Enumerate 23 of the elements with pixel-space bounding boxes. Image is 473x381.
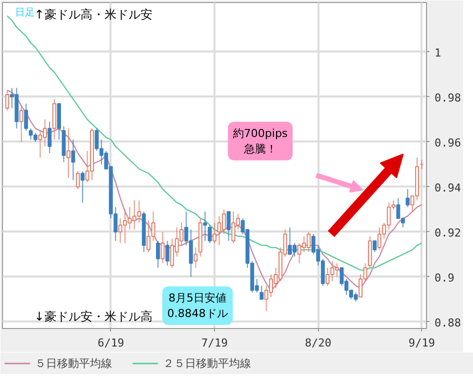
y-tick-label: 0.96 (434, 136, 461, 150)
x-tick-label: 8/20 (304, 336, 332, 350)
x-tick-label: 9/19 (408, 336, 436, 350)
candlestick (203, 211, 208, 242)
y-tick-label: 0.92 (434, 226, 461, 240)
annotation: ↑豪ドル高・米ドル安 (34, 7, 152, 22)
candlestick (188, 229, 193, 278)
legend-label: ２５日移動平均線 (163, 356, 251, 370)
annotation: ↓豪ドル安・米ドル高 (34, 310, 152, 324)
y-tick-label: 0.88 (434, 316, 461, 330)
candlestick (71, 139, 76, 181)
annotation: 8月5日安値 0.8848ドル (167, 291, 228, 320)
y-tick-label: 0.94 (434, 181, 462, 194)
x-tick-label: 7/19 (201, 336, 228, 350)
x-tick-label: 6/19 (98, 336, 124, 350)
candlestick (66, 128, 70, 178)
y-tick-label: 0.9 (434, 271, 454, 284)
y-tick-label: 0.98 (434, 91, 461, 104)
annotation: 約700pips 急騰！ (232, 126, 288, 156)
y-tick-label: 1 (434, 46, 442, 60)
candlestick (194, 247, 198, 268)
annotation: 日足 (15, 7, 36, 18)
legend-label: ５日移動平均線 (35, 356, 112, 370)
